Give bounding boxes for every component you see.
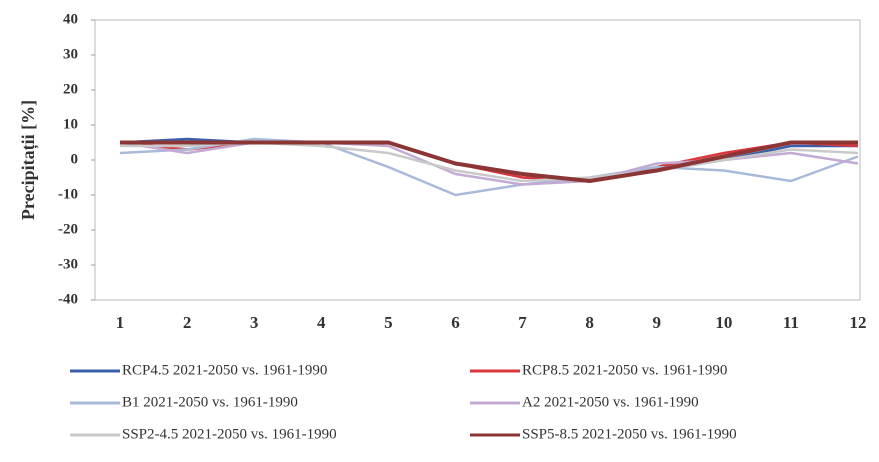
y-tick-label: -10 xyxy=(58,186,78,202)
y-tick-label: -40 xyxy=(58,291,78,307)
x-tick-label: 7 xyxy=(518,313,527,332)
y-tick-label: 40 xyxy=(63,11,78,27)
y-tick-label: 10 xyxy=(63,116,78,132)
y-tick-label: 20 xyxy=(63,81,78,97)
x-tick-label: 6 xyxy=(451,313,460,332)
x-tick-label: 10 xyxy=(715,313,732,332)
legend-label: B1 2021-2050 vs. 1961-1990 xyxy=(122,394,298,410)
x-tick-label: 5 xyxy=(384,313,393,332)
legend-label: A2 2021-2050 vs. 1961-1990 xyxy=(522,394,699,410)
x-tick-label: 8 xyxy=(585,313,594,332)
y-tick-label: -20 xyxy=(58,221,78,237)
series-line xyxy=(120,140,858,183)
x-tick-label: 12 xyxy=(850,313,867,332)
x-tick-label: 1 xyxy=(116,313,125,332)
y-axis-label: Precipitații [%] xyxy=(18,100,39,220)
y-tick-label: 30 xyxy=(63,46,78,62)
x-tick-label: 3 xyxy=(250,313,259,332)
y-tick-label: -30 xyxy=(58,256,78,272)
x-tick-label: 9 xyxy=(652,313,661,332)
x-tick-label: 11 xyxy=(783,313,799,332)
y-tick-label: 0 xyxy=(71,151,79,167)
legend-label: RCP4.5 2021-2050 vs. 1961-1990 xyxy=(122,362,327,378)
legend-label: SSP2-4.5 2021-2050 vs. 1961-1990 xyxy=(122,426,337,442)
legend-label: SSP5-8.5 2021-2050 vs. 1961-1990 xyxy=(522,426,737,442)
legend-label: RCP8.5 2021-2050 vs. 1961-1990 xyxy=(522,362,727,378)
x-tick-label: 2 xyxy=(183,313,192,332)
x-tick-label: 4 xyxy=(317,313,326,332)
